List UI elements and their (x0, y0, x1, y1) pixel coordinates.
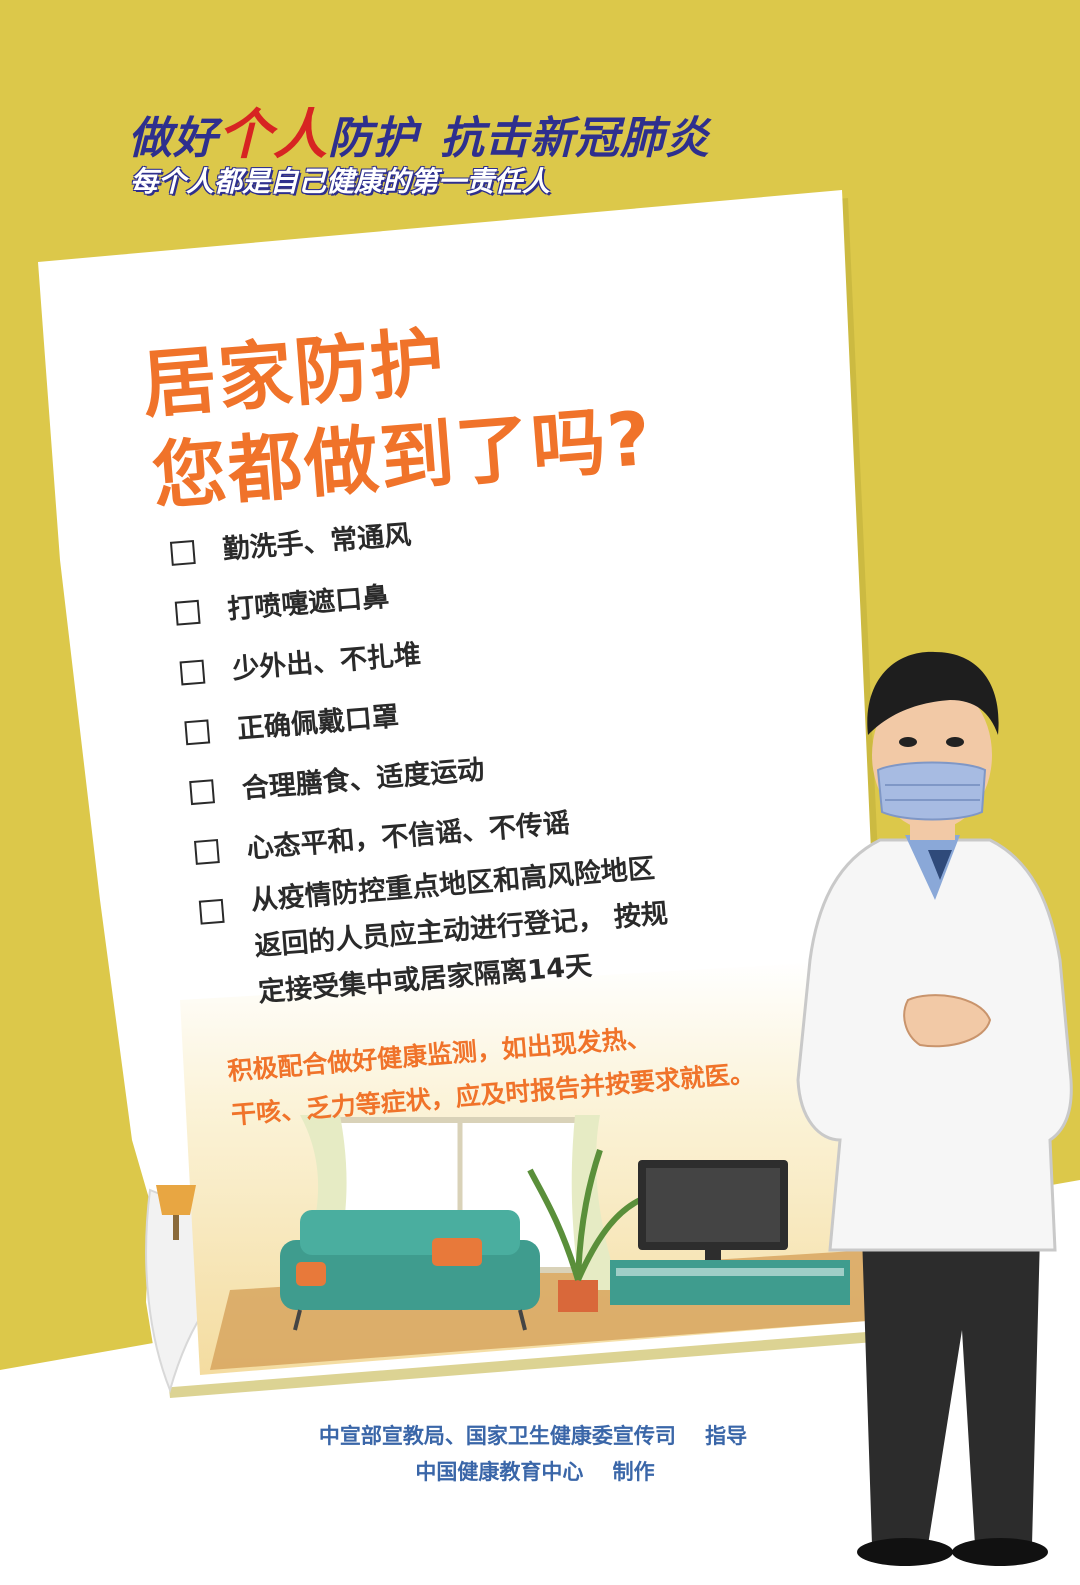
checkbox[interactable] (193, 839, 220, 865)
title-part3: 抗击新冠肺炎 (440, 113, 710, 164)
credit-line2: 中国健康教育中心 制作 (415, 1460, 655, 1484)
checkbox[interactable] (179, 659, 206, 686)
checkbox[interactable] (174, 599, 201, 626)
checkbox[interactable] (169, 539, 196, 566)
checkbox[interactable] (189, 779, 216, 806)
credit-line1: 中宣部宣教局、国家卫生健康委宣传司 指导 (318, 1424, 748, 1448)
checkbox[interactable] (198, 898, 225, 925)
poster-title: 做好个人防护 抗击新冠肺炎 (128, 90, 710, 169)
title-highlight: 个人 (218, 103, 328, 166)
poster-subtitle: 每个人都是自己健康的第一责任人 (130, 165, 551, 198)
title-part2: 防护 (328, 113, 418, 164)
living-room-illustration (156, 960, 880, 1375)
doctor-illustration (796, 651, 1073, 1566)
title-part1: 做好 (128, 113, 218, 164)
checkbox[interactable] (184, 719, 211, 746)
